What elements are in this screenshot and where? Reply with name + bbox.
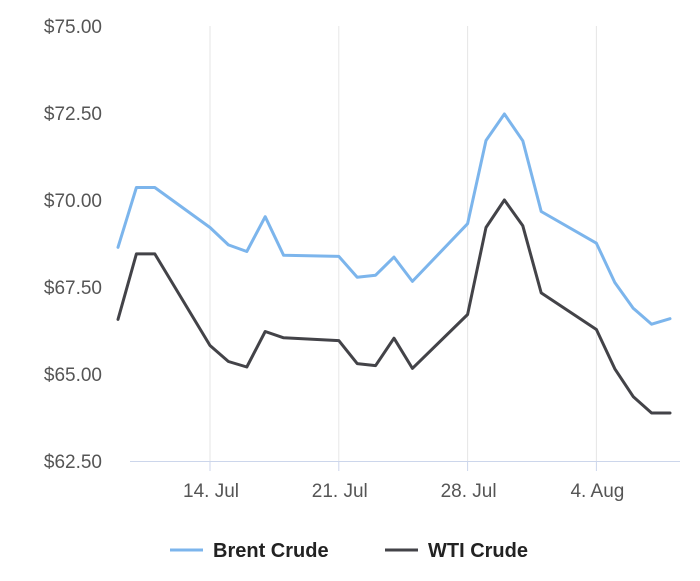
- y-tick-label: $67.50: [44, 278, 102, 299]
- y-tick-label: $70.00: [44, 191, 102, 212]
- axes: 14. Jul 21. Jul 28. Jul 4. Aug $62.50 $65.00 $…: [44, 17, 680, 502]
- legend-item-brent-crude[interactable]: Brent Crude: [170, 540, 329, 562]
- legend-label: WTI Crude: [428, 540, 528, 562]
- legend-label: Brent Crude: [213, 540, 329, 562]
- x-tick-label: 28. Jul: [441, 481, 497, 502]
- y-tick-label: $62.50: [44, 452, 102, 473]
- brent-crude-line[interactable]: [116, 112, 672, 326]
- x-tick-label: 4. Aug: [570, 481, 624, 502]
- grid: [209, 26, 597, 461]
- y-tick-label: $75.00: [44, 17, 102, 38]
- x-tick-label: 14. Jul: [183, 481, 239, 502]
- y-tick-label: $72.50: [44, 104, 102, 125]
- y-tick-label: $65.00: [44, 365, 102, 386]
- wti-crude-line[interactable]: [116, 198, 672, 415]
- series: [116, 112, 672, 415]
- legend[interactable]: Brent Crude WTI Crude: [170, 540, 528, 562]
- x-tick-label: 21. Jul: [312, 481, 368, 502]
- legend-item-wti-crude[interactable]: WTI Crude: [385, 540, 528, 562]
